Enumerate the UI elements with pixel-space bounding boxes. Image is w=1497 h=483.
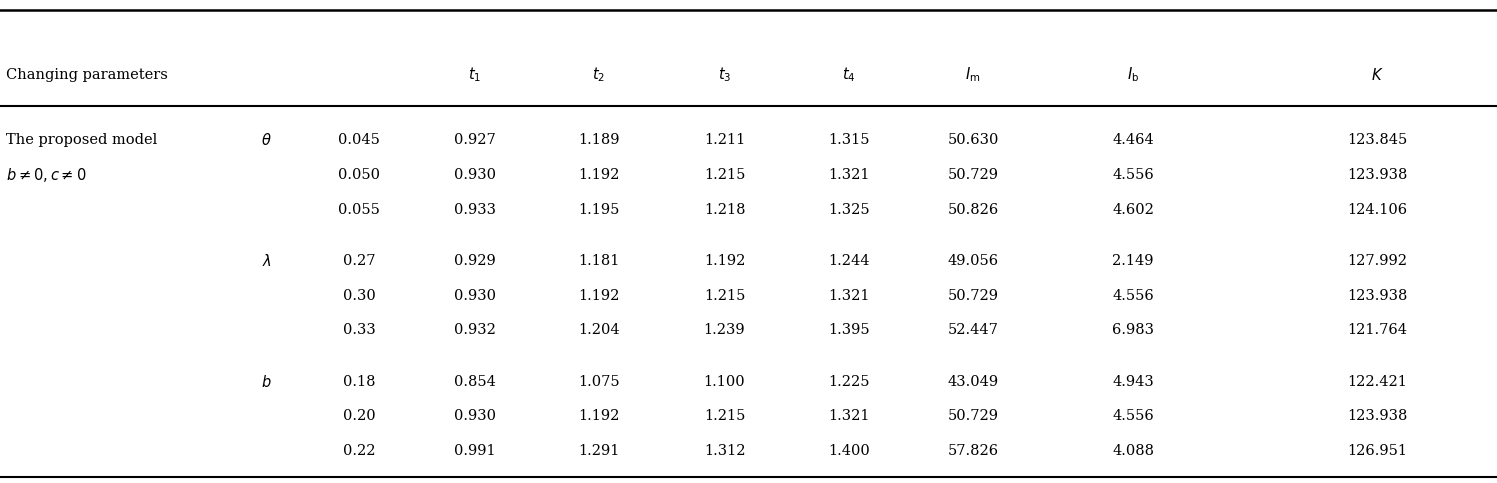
Text: 4.556: 4.556 — [1112, 410, 1154, 423]
Text: 1.312: 1.312 — [704, 444, 746, 458]
Text: 1.315: 1.315 — [828, 133, 870, 147]
Text: $b$: $b$ — [260, 373, 272, 390]
Text: 1.189: 1.189 — [578, 133, 620, 147]
Text: $t_1$: $t_1$ — [469, 66, 481, 84]
Text: Changing parameters: Changing parameters — [6, 68, 168, 82]
Text: 1.192: 1.192 — [578, 168, 620, 182]
Text: 0.30: 0.30 — [343, 289, 376, 302]
Text: 0.055: 0.055 — [338, 203, 380, 216]
Text: 1.075: 1.075 — [578, 375, 620, 388]
Text: 0.050: 0.050 — [338, 168, 380, 182]
Text: 127.992: 127.992 — [1347, 254, 1407, 268]
Text: 4.556: 4.556 — [1112, 289, 1154, 302]
Text: 124.106: 124.106 — [1347, 203, 1407, 216]
Text: 1.321: 1.321 — [828, 168, 870, 182]
Text: 4.556: 4.556 — [1112, 168, 1154, 182]
Text: 1.192: 1.192 — [578, 410, 620, 423]
Text: 1.181: 1.181 — [578, 254, 620, 268]
Text: 123.845: 123.845 — [1347, 133, 1407, 147]
Text: 0.927: 0.927 — [454, 133, 496, 147]
Text: 0.933: 0.933 — [454, 203, 496, 216]
Text: 0.18: 0.18 — [343, 375, 376, 388]
Text: $b\neq 0,c\neq 0$: $b\neq 0,c\neq 0$ — [6, 166, 87, 184]
Text: 1.211: 1.211 — [704, 133, 746, 147]
Text: 1.192: 1.192 — [578, 289, 620, 302]
Text: 1.100: 1.100 — [704, 375, 746, 388]
Text: 4.088: 4.088 — [1112, 444, 1154, 458]
Text: 126.951: 126.951 — [1347, 444, 1407, 458]
Text: 1.321: 1.321 — [828, 410, 870, 423]
Text: 0.22: 0.22 — [343, 444, 376, 458]
Text: 1.225: 1.225 — [828, 375, 870, 388]
Text: 50.630: 50.630 — [948, 133, 998, 147]
Text: 6.983: 6.983 — [1112, 324, 1154, 337]
Text: 43.049: 43.049 — [948, 375, 998, 388]
Text: 0.854: 0.854 — [454, 375, 496, 388]
Text: 50.729: 50.729 — [948, 410, 998, 423]
Text: 1.204: 1.204 — [578, 324, 620, 337]
Text: 0.929: 0.929 — [454, 254, 496, 268]
Text: 1.291: 1.291 — [578, 444, 620, 458]
Text: 0.932: 0.932 — [454, 324, 496, 337]
Text: 50.826: 50.826 — [948, 203, 998, 216]
Text: $I_{\mathrm{m}}$: $I_{\mathrm{m}}$ — [966, 66, 981, 84]
Text: $t_2$: $t_2$ — [593, 66, 605, 84]
Text: 1.215: 1.215 — [704, 289, 746, 302]
Text: $t_4$: $t_4$ — [841, 66, 856, 84]
Text: 50.729: 50.729 — [948, 289, 998, 302]
Text: $t_3$: $t_3$ — [719, 66, 731, 84]
Text: 1.321: 1.321 — [828, 289, 870, 302]
Text: 0.991: 0.991 — [454, 444, 496, 458]
Text: 1.192: 1.192 — [704, 254, 746, 268]
Text: 1.244: 1.244 — [828, 254, 870, 268]
Text: 1.395: 1.395 — [828, 324, 870, 337]
Text: 0.045: 0.045 — [338, 133, 380, 147]
Text: $I_{\mathrm{b}}$: $I_{\mathrm{b}}$ — [1127, 66, 1139, 84]
Text: 57.826: 57.826 — [948, 444, 998, 458]
Text: 1.325: 1.325 — [828, 203, 870, 216]
Text: 0.33: 0.33 — [343, 324, 376, 337]
Text: 1.215: 1.215 — [704, 168, 746, 182]
Text: 1.400: 1.400 — [828, 444, 870, 458]
Text: 0.20: 0.20 — [343, 410, 376, 423]
Text: 4.602: 4.602 — [1112, 203, 1154, 216]
Text: 50.729: 50.729 — [948, 168, 998, 182]
Text: 123.938: 123.938 — [1347, 410, 1407, 423]
Text: 1.195: 1.195 — [578, 203, 620, 216]
Text: 122.421: 122.421 — [1347, 375, 1407, 388]
Text: 0.930: 0.930 — [454, 289, 496, 302]
Text: $\theta$: $\theta$ — [260, 132, 272, 148]
Text: The proposed model: The proposed model — [6, 133, 157, 147]
Text: 0.27: 0.27 — [343, 254, 376, 268]
Text: 1.218: 1.218 — [704, 203, 746, 216]
Text: 4.943: 4.943 — [1112, 375, 1154, 388]
Text: 2.149: 2.149 — [1112, 254, 1154, 268]
Text: 4.464: 4.464 — [1112, 133, 1154, 147]
Text: 0.930: 0.930 — [454, 168, 496, 182]
Text: 1.215: 1.215 — [704, 410, 746, 423]
Text: 0.930: 0.930 — [454, 410, 496, 423]
Text: $\lambda$: $\lambda$ — [262, 253, 271, 269]
Text: 49.056: 49.056 — [948, 254, 998, 268]
Text: 52.447: 52.447 — [948, 324, 998, 337]
Text: 121.764: 121.764 — [1347, 324, 1407, 337]
Text: 123.938: 123.938 — [1347, 289, 1407, 302]
Text: $K$: $K$ — [1371, 67, 1383, 83]
Text: 1.239: 1.239 — [704, 324, 746, 337]
Text: 123.938: 123.938 — [1347, 168, 1407, 182]
